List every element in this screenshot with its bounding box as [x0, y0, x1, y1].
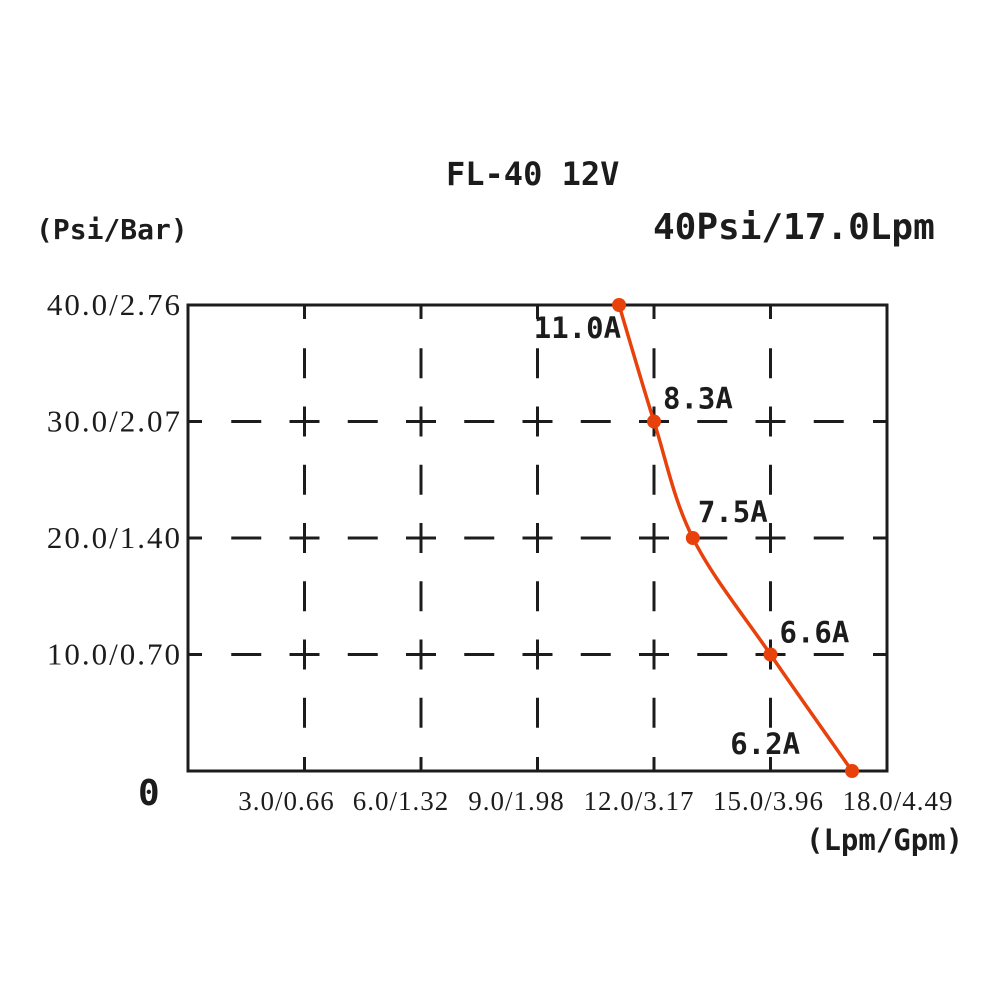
data-point-label: 8.3A [663, 382, 733, 416]
x-tick-label: 6.0/1.32 [353, 786, 450, 816]
data-point-marker [647, 414, 661, 429]
max-spec-label: 40Psi/17.0Lpm [653, 207, 935, 248]
y-tick-label: 20.0/1.40 [47, 520, 182, 555]
plot-border [186, 303, 889, 773]
x-tick-label: 12.0/3.17 [583, 786, 694, 816]
x-tick-label: 18.0/4.49 [842, 786, 953, 816]
data-point-label: 6.6A [780, 616, 850, 650]
dashed-gridlines [188, 305, 887, 771]
data-point-label: 11.0A [534, 311, 621, 345]
data-point-label: 7.5A [698, 495, 768, 529]
y-tick-label: 40.0/2.76 [47, 287, 182, 322]
data-point-marker [685, 531, 700, 545]
x-axis-unit-label: (Lpm/Gpm) [806, 823, 964, 857]
y-tick-label: 10.0/0.70 [47, 637, 182, 672]
origin-label: 0 [138, 773, 160, 814]
data-point-marker [763, 647, 778, 662]
data-point-marker [845, 764, 860, 778]
data-point-label: 6.2A [730, 727, 800, 761]
y-tick-label: 30.0/2.07 [47, 404, 182, 439]
x-tick-label: 15.0/3.96 [713, 786, 824, 816]
chart-title: FL-40 12V [446, 155, 620, 193]
data-point-marker [612, 298, 627, 312]
y-axis-unit-label: (Psi/Bar) [36, 213, 188, 246]
x-tick-label: 9.0/1.98 [468, 786, 565, 816]
x-tick-label: 3.0/0.66 [238, 786, 335, 816]
